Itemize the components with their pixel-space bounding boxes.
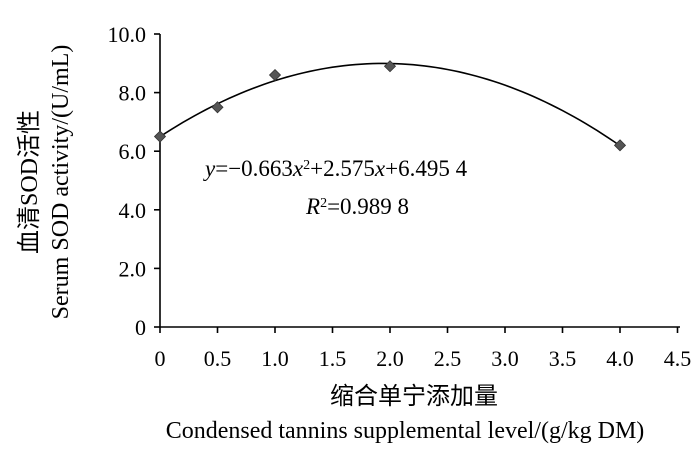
y-tick-label: 8.0 xyxy=(119,81,147,106)
x-axis-title-en: Condensed tannins supplemental level/(g/… xyxy=(166,418,645,444)
data-point-marker xyxy=(613,139,627,152)
y-tick-label: 0 xyxy=(135,315,146,340)
x-axis-ticks: 0 0.5 1.0 1.5 2.0 2.5 3.0 3.5 4.0 4.5 xyxy=(155,327,692,371)
data-point-marker xyxy=(211,101,224,114)
x-axis-title-cn: 缩合单宁添加量 xyxy=(330,383,498,410)
y-tick-label: 10.0 xyxy=(108,22,147,47)
y-axis-ticks: 0 2.0 4.0 6.0 8.0 10.0 xyxy=(108,22,160,340)
data-point-marker xyxy=(383,60,397,73)
r-squared-annotation: R2=0.989 8 xyxy=(305,194,409,219)
data-points xyxy=(153,60,627,152)
x-tick-label: 4.5 xyxy=(664,346,692,371)
x-tick-label: 0 xyxy=(155,346,166,371)
x-tick-label: 3.0 xyxy=(491,346,519,371)
y-tick-label: 4.0 xyxy=(119,198,147,223)
data-point-marker xyxy=(268,68,282,82)
x-tick-label: 2.0 xyxy=(376,346,404,371)
y-axis-title-cn: 血清SOD活性 xyxy=(16,110,43,254)
y-axis-title-en: Serum SOD activity/(U/mL) xyxy=(48,45,74,320)
y-tick-label: 2.0 xyxy=(119,256,147,281)
y-tick-label: 6.0 xyxy=(119,139,147,164)
data-point-marker xyxy=(153,130,167,143)
x-tick-label: 1.5 xyxy=(319,346,347,371)
trendline xyxy=(159,62,621,147)
x-tick-label: 0.5 xyxy=(204,346,232,371)
x-tick-label: 1.0 xyxy=(261,346,289,371)
x-tick-label: 4.0 xyxy=(606,346,634,371)
x-tick-label: 2.5 xyxy=(434,346,462,371)
x-tick-label: 3.5 xyxy=(549,346,577,371)
equation-annotation: y=−0.663x2+2.575x+6.495 4 xyxy=(203,156,468,181)
